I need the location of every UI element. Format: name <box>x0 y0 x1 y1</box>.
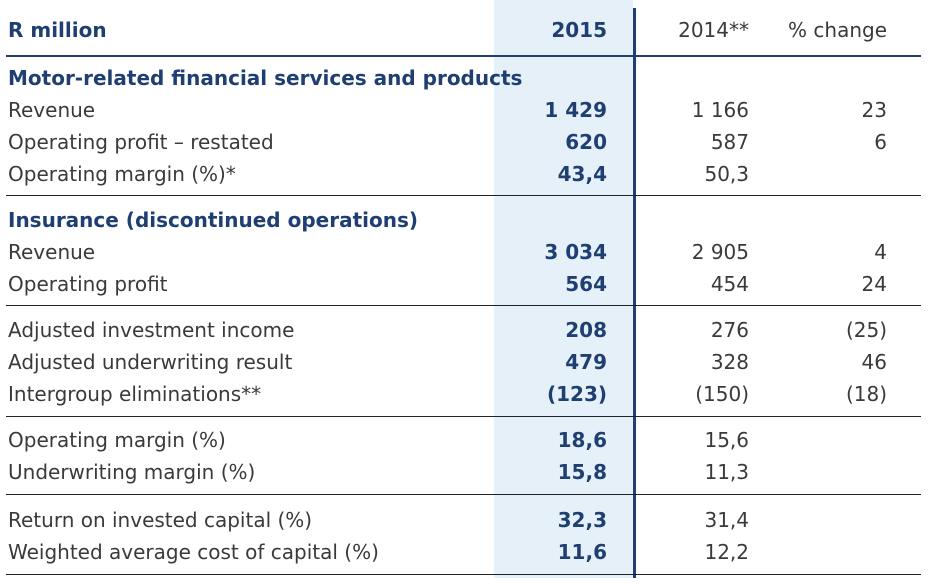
table-row: Operating margin (%)* 43,4 50,3 <box>8 162 749 186</box>
header-2014: 2014** <box>678 18 749 42</box>
highlight-column-2015 <box>494 0 633 578</box>
table-row: Underwriting margin (%) 15,8 11,3 <box>8 460 749 484</box>
table-row: Operating margin (%) 18,6 15,6 <box>8 428 749 452</box>
table-row: Adjusted underwriting result 479 328 46 <box>8 350 887 374</box>
section-heading-insurance: Insurance (discontinued operations) <box>8 208 419 232</box>
row-divider <box>6 494 921 495</box>
table-header: R million 2015 2014** % change <box>0 14 929 46</box>
table-row: Adjusted investment income 208 276 (25) <box>8 318 887 342</box>
row-divider <box>6 195 921 196</box>
header-rule <box>6 55 921 57</box>
table-row: Revenue 3 034 2 905 4 <box>8 240 887 264</box>
header-label: R million <box>8 18 107 42</box>
table-bottom-rule <box>6 574 921 575</box>
table-row: Operating profit – restated 620 587 6 <box>8 130 887 154</box>
table-row: Weighted average cost of capital (%) 11,… <box>8 540 749 564</box>
table-row: Return on invested capital (%) 32,3 31,4 <box>8 508 749 532</box>
row-divider <box>6 416 921 417</box>
section-heading-motor: Motor-related financial services and pro… <box>8 66 523 90</box>
header-change: % change <box>788 18 887 42</box>
header-2015: 2015 <box>551 18 607 42</box>
row-divider <box>6 305 921 306</box>
table-row: Intergroup eliminations** (123) (150) (1… <box>8 382 887 406</box>
table-row: Revenue 1 429 1 166 23 <box>8 98 887 122</box>
column-divider <box>633 8 636 578</box>
table-row: Operating profit 564 454 24 <box>8 272 887 296</box>
